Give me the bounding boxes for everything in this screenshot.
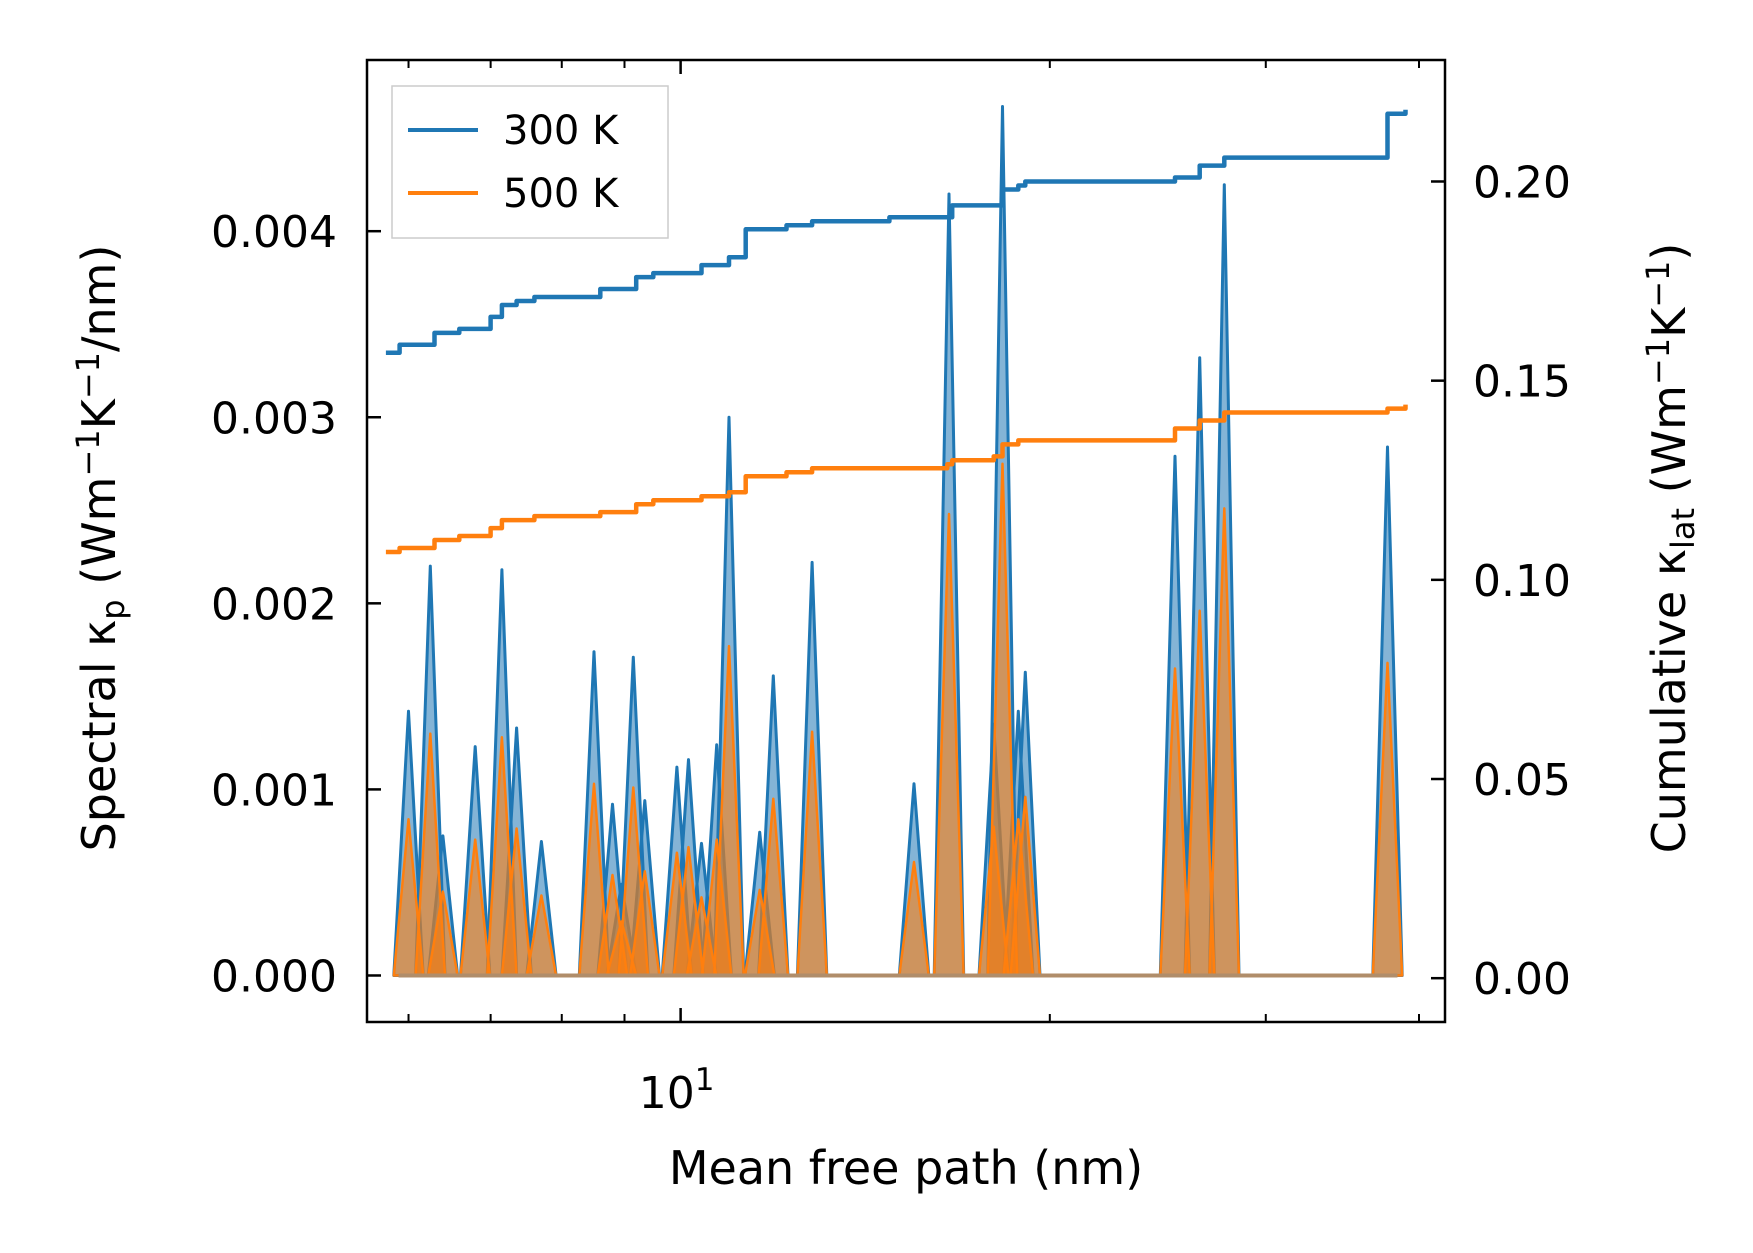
y-right-tick-label-0: 0.00 [1473,954,1571,1005]
tick-layer: 0.000 0.001 0.002 0.003 0.004 0.00 0.05 0.10 0.1… [211,60,1571,1119]
legend-label-300k: 300 K [503,108,620,154]
legend-label-500k: 500 K [503,171,620,217]
y-left-tick-label-4: 0.004 [211,207,337,258]
x-axis-label: Mean free path (nm) [669,1141,1143,1195]
y-left-tick-label-1: 0.001 [211,765,337,816]
cumulative-layer [385,109,1408,555]
y-axis-left-label: Spectral κp (Wm−1K−1/nm) [69,245,132,852]
y-axis-right-label: Cumulative κlat (Wm−1K−1) [1639,243,1702,854]
y-left-tick-label-0: 0.000 [211,951,337,1002]
cumulative-line-300k [385,109,1408,356]
spectral-layer [392,105,1404,978]
x-tick-label-10: 101 [639,1062,715,1119]
y-right-tick-label-4: 0.20 [1473,157,1571,208]
y-right-tick-label-1: 0.05 [1473,755,1571,806]
y-left-tick-label-2: 0.002 [211,579,337,630]
legend: 300 K 500 K [391,85,669,239]
legend-box [391,85,669,239]
plot-frame [365,58,1447,1024]
y-right-tick-label-2: 0.10 [1473,556,1571,607]
cumulative-line-500k [385,404,1408,555]
y-right-tick-label-3: 0.15 [1473,357,1571,408]
y-left-tick-label-3: 0.003 [211,393,337,444]
